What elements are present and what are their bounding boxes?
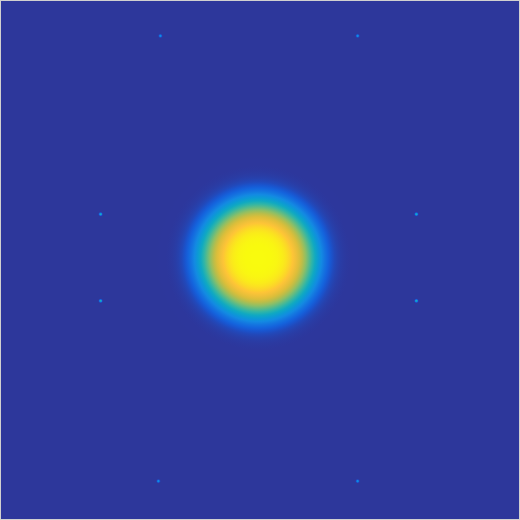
point-spot — [355, 33, 360, 38]
background-level — [1, 1, 519, 519]
point-spot — [158, 33, 163, 38]
point-spot — [414, 212, 419, 217]
point-spot — [156, 479, 161, 484]
point-spot — [98, 298, 103, 303]
point-spot — [98, 212, 103, 217]
central-spot — [131, 131, 385, 385]
point-spot — [355, 479, 360, 484]
page-background — [0, 0, 520, 520]
frame — [1, 1, 520, 520]
point-spot — [414, 298, 419, 303]
chart — [0, 0, 520, 520]
heatmap — [0, 0, 520, 520]
plot-area — [1, 1, 519, 519]
